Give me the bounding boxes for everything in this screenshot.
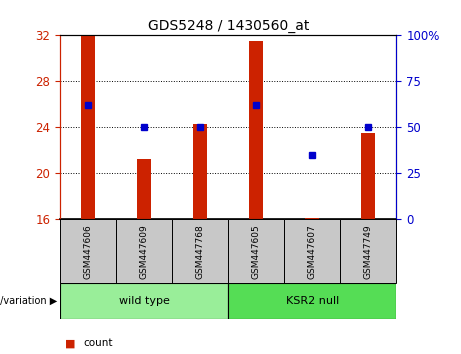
Bar [340, 219, 396, 283]
Text: ■: ■ [65, 338, 75, 348]
Bar [228, 219, 284, 283]
Bar [81, 35, 95, 219]
Text: GSM447607: GSM447607 [308, 224, 317, 279]
Text: GSM447606: GSM447606 [83, 224, 93, 279]
Title: GDS5248 / 1430560_at: GDS5248 / 1430560_at [148, 19, 309, 33]
Text: KSR2 null: KSR2 null [286, 296, 339, 306]
Bar [305, 218, 319, 219]
Bar [284, 219, 340, 283]
Text: genotype/variation ▶: genotype/variation ▶ [0, 296, 57, 306]
Text: GSM447749: GSM447749 [364, 224, 373, 279]
Text: GSM447768: GSM447768 [195, 224, 205, 279]
Bar [228, 283, 396, 319]
Text: wild type: wild type [118, 296, 170, 306]
Bar [193, 124, 207, 219]
Bar [172, 219, 228, 283]
Bar [60, 283, 228, 319]
Bar [361, 133, 375, 219]
Text: GSM447609: GSM447609 [140, 224, 148, 279]
Bar [249, 41, 263, 219]
Bar [60, 219, 116, 283]
Text: GSM447605: GSM447605 [252, 224, 261, 279]
Text: count: count [83, 338, 112, 348]
Bar [116, 219, 172, 283]
Bar [137, 159, 151, 219]
